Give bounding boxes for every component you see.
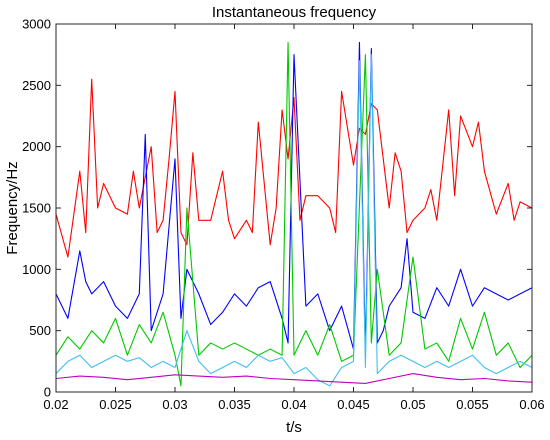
series-line-5 [56,373,532,384]
series-line-1 [56,78,532,258]
y-tick-label: 0 [44,385,51,400]
y-tick-label: 1000 [22,262,51,277]
y-tick-label: 1500 [22,201,51,216]
y-tick-label: 3000 [22,17,51,32]
y-axis-label: Frequency/Hz [4,161,21,254]
series-line-3 [56,41,532,387]
x-tick-label: 0.045 [337,397,370,412]
x-tick-label: 0.035 [218,397,251,412]
x-tick-label: 0.04 [281,397,306,412]
chart-title: Instantaneous frequency [212,4,377,21]
y-tick-label: 2500 [22,78,51,93]
x-tick-label: 0.055 [456,397,489,412]
y-tick-label: 2000 [22,139,51,154]
x-tick-label: 0.025 [99,397,132,412]
series-line-4 [56,54,532,387]
x-tick-label: 0.02 [43,397,68,412]
x-tick-label: 0.06 [519,397,544,412]
x-axis-label: t/s [286,419,302,436]
x-tick-label: 0.03 [162,397,187,412]
x-tick-label: 0.05 [400,397,425,412]
y-tick-label: 500 [29,323,51,338]
series-line-2 [56,41,532,356]
